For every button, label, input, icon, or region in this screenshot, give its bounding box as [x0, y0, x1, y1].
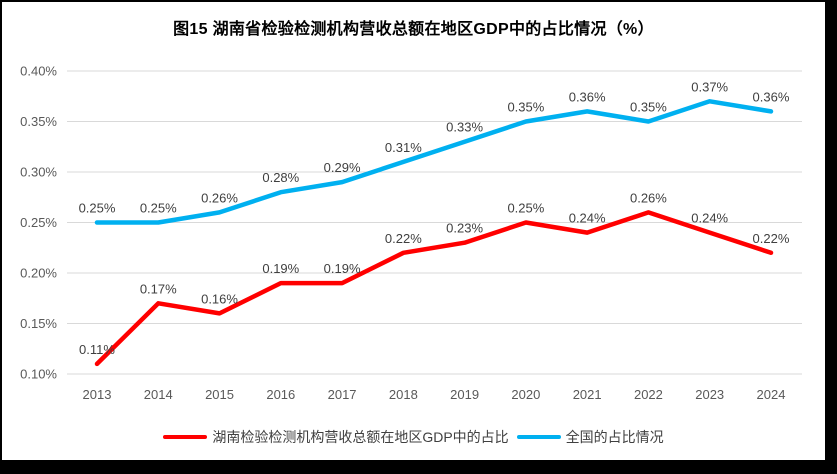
data-label: 0.31% [385, 140, 422, 155]
y-tick-label: 0.35% [20, 114, 57, 129]
data-label: 0.33% [446, 120, 483, 135]
y-tick-label: 0.40% [20, 64, 57, 79]
data-label: 0.22% [753, 231, 790, 246]
legend-item-hunan: 湖南检验检测机构营收总额在地区GDP中的占比 [163, 427, 509, 447]
data-label: 0.19% [262, 261, 299, 276]
data-label: 0.22% [385, 231, 422, 246]
x-tick-label: 2017 [328, 387, 357, 402]
chart-panel: 图15 湖南省检验检测机构营收总额在地区GDP中的占比情况（%） 0.10% 0.… [2, 2, 825, 460]
x-tick-label: 2018 [389, 387, 418, 402]
data-label: 0.25% [507, 201, 544, 216]
x-tick-label: 2016 [266, 387, 295, 402]
data-label: 0.35% [630, 100, 667, 115]
y-tick-label: 0.10% [20, 367, 57, 382]
y-tick-label: 0.15% [20, 316, 57, 331]
data-label: 0.36% [753, 89, 790, 104]
x-tick-label: 2024 [757, 387, 786, 402]
legend: 湖南检验检测机构营收总额在地区GDP中的占比 全国的占比情况 [2, 427, 825, 447]
data-label: 0.24% [569, 211, 606, 226]
data-label: 0.28% [262, 170, 299, 185]
x-tick-label: 2023 [695, 387, 724, 402]
x-tick-label: 2014 [144, 387, 173, 402]
series-line-hunan [94, 210, 774, 367]
y-tick-label: 0.30% [20, 165, 57, 180]
x-tick-label: 2020 [511, 387, 540, 402]
data-label: 0.24% [691, 211, 728, 226]
data-label: 0.36% [569, 89, 606, 104]
legend-swatch-hunan [163, 435, 208, 439]
x-tick-label: 2015 [205, 387, 234, 402]
line-chart: 0.10% 0.15% 0.20% 0.25% 0.30% 0.35% 0.40% 2013 2… [20, 64, 802, 402]
legend-item-national: 全国的占比情况 [516, 427, 664, 447]
data-label: 0.37% [691, 79, 728, 94]
data-label: 0.26% [201, 190, 238, 205]
y-tick-label: 0.20% [20, 266, 57, 281]
data-label: 0.26% [630, 190, 667, 205]
x-tick-label: 2022 [634, 387, 663, 402]
data-label: 0.11% [79, 342, 115, 357]
data-label: 0.16% [201, 291, 238, 306]
data-label: 0.25% [140, 201, 177, 216]
data-label: 0.17% [140, 281, 177, 296]
data-label: 0.19% [324, 261, 361, 276]
x-tick-label: 2021 [573, 387, 602, 402]
y-tick-label: 0.25% [20, 215, 57, 230]
chart-title: 图15 湖南省检验检测机构营收总额在地区GDP中的占比情况（%） [173, 21, 654, 38]
data-label: 0.29% [324, 160, 361, 175]
series-line-national [94, 99, 774, 225]
data-label: 0.35% [507, 100, 544, 115]
legend-label-hunan: 湖南检验检测机构营收总额在地区GDP中的占比 [212, 429, 509, 445]
legend-label-national: 全国的占比情况 [565, 429, 664, 445]
legend-swatch-national [516, 435, 561, 439]
x-tick-label: 2019 [450, 387, 479, 402]
data-label: 0.23% [446, 221, 483, 236]
x-tick-label: 2013 [83, 387, 112, 402]
data-label: 0.25% [79, 201, 116, 216]
